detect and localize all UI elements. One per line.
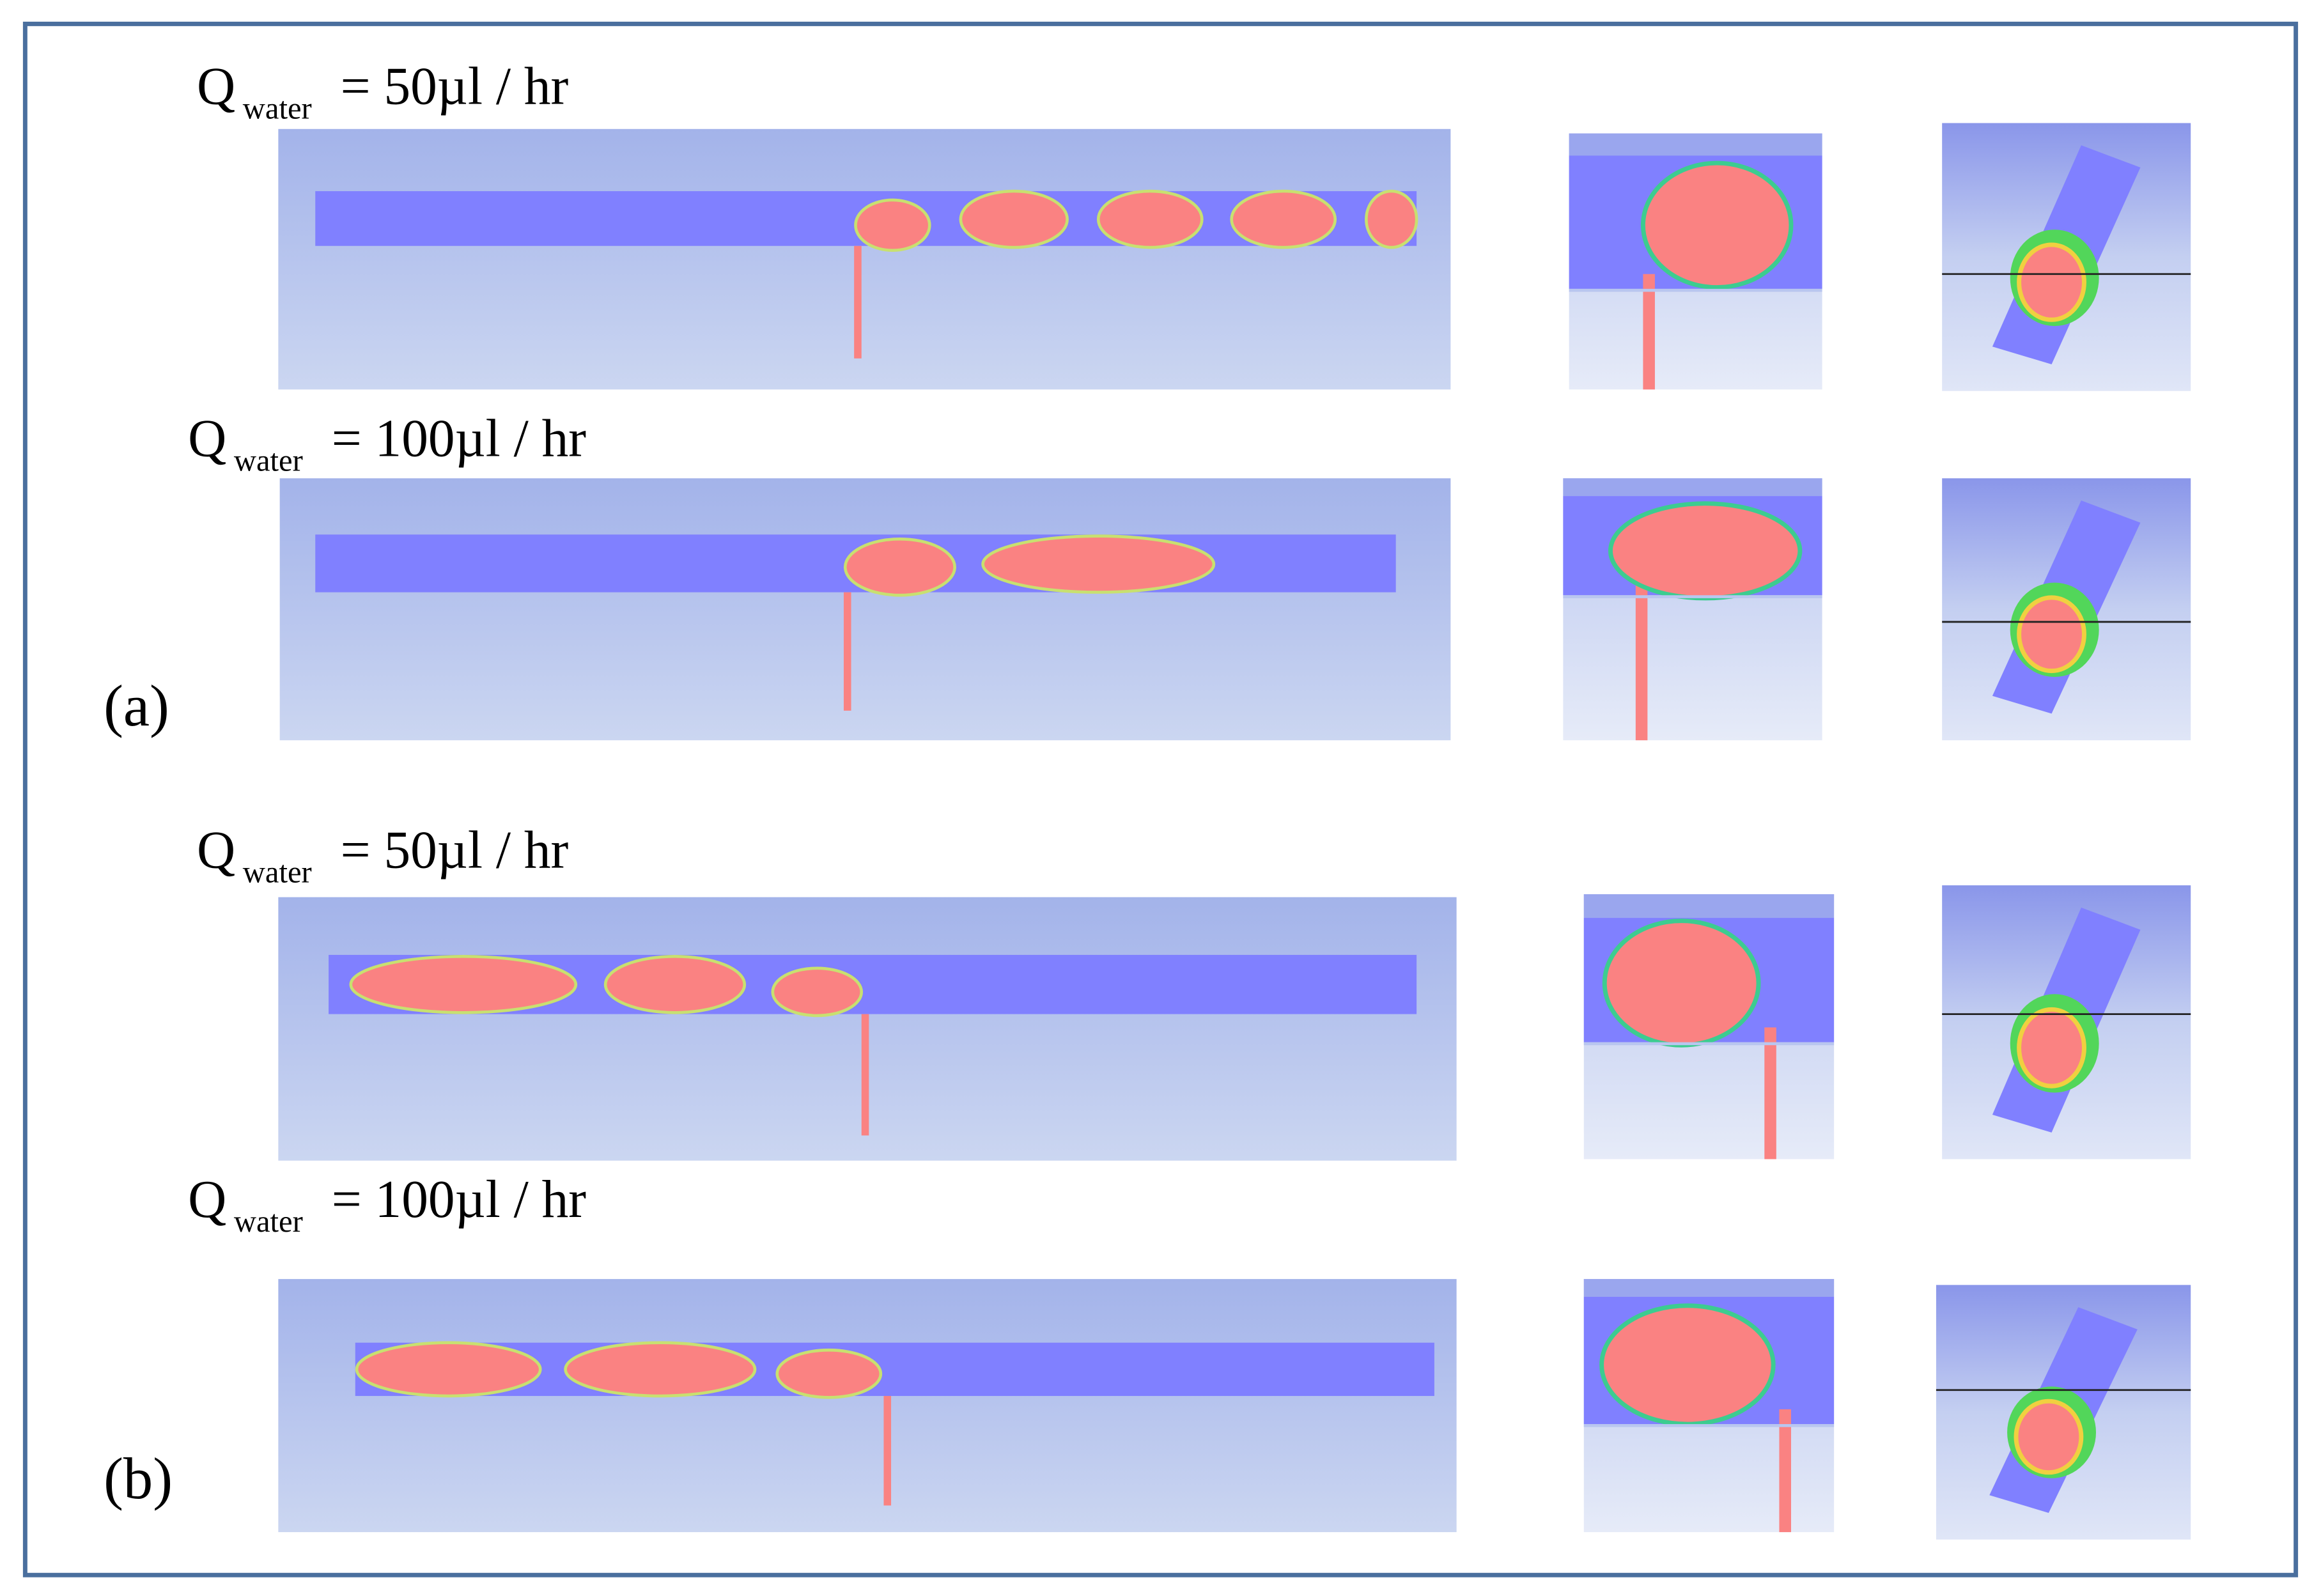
droplet (959, 189, 1069, 249)
inlet-stream (854, 245, 862, 359)
flow-subscript: water (234, 444, 303, 478)
droplet (1096, 189, 1204, 249)
droplet (854, 198, 931, 252)
zoom-droplet (1640, 160, 1794, 290)
flow-symbol: Q (188, 1170, 226, 1229)
flow-rate: = 50µl / hr (341, 821, 569, 879)
domain-panel (278, 1279, 1457, 1533)
section-droplet (2014, 1398, 2084, 1475)
zoom-clip (1583, 1424, 1835, 1427)
section-droplet (2017, 242, 2086, 322)
group-label: (b) (104, 1446, 173, 1512)
inlet-stream (883, 1396, 892, 1506)
zoom-clip (1583, 1042, 1835, 1046)
inlet-stream (843, 592, 851, 711)
zoom-inlet (1779, 1409, 1791, 1533)
flow-symbol: Q (188, 410, 226, 469)
zoom-inlet (1635, 580, 1648, 741)
flow-subscript: water (234, 1204, 303, 1239)
zoom-clip (1563, 595, 1822, 598)
inlet-stream (861, 1014, 869, 1136)
flow-symbol: Q (197, 821, 235, 879)
droplet (771, 966, 864, 1018)
flow-rate: = 50µl / hr (341, 57, 569, 116)
droplet (564, 1341, 757, 1398)
zoom-inlet (1643, 274, 1655, 390)
zoom-inlet (1764, 1027, 1776, 1159)
zoom-top (1583, 894, 1835, 918)
zoom-clip (1569, 288, 1822, 292)
droplet (775, 1348, 883, 1399)
domain-panel (279, 478, 1451, 741)
flow-rate: = 100µl / hr (332, 410, 587, 469)
droplet (843, 537, 956, 597)
domain-panel (278, 128, 1451, 390)
droplet (1365, 189, 1418, 249)
section-droplet (2017, 1007, 2086, 1089)
droplet (355, 1341, 542, 1398)
flow-subscript: water (243, 91, 312, 126)
droplet (603, 954, 747, 1014)
droplet (349, 954, 578, 1014)
zoom-top (1563, 478, 1822, 497)
zoom-top (1583, 1279, 1835, 1297)
zoom-droplet (1608, 501, 1803, 601)
flow-symbol: Q (197, 57, 235, 116)
group-label: (a) (104, 673, 169, 739)
droplet (981, 534, 1216, 594)
section-droplet (2017, 595, 2086, 674)
flow-rate: = 100µl / hr (332, 1170, 587, 1229)
zoom-droplet (1599, 1303, 1776, 1427)
zoom-droplet (1602, 918, 1761, 1048)
droplet (1230, 189, 1337, 249)
zoom-top (1569, 133, 1822, 156)
flow-subscript: water (243, 855, 312, 889)
